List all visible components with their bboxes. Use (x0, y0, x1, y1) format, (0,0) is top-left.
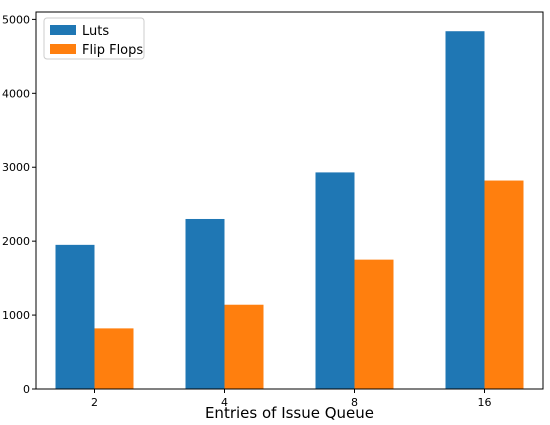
bar-luts-4 (185, 218, 225, 389)
x-tick-label: 16 (478, 396, 492, 409)
bars-layer (55, 31, 524, 390)
bar-luts-16 (445, 31, 485, 390)
bar-luts-8 (315, 172, 355, 389)
y-tick-label: 5000 (2, 13, 30, 26)
bar-luts-2 (55, 244, 95, 389)
bar-flip-flops-2 (94, 328, 134, 389)
y-tick-label: 0 (23, 383, 30, 396)
x-axis-title: Entries of Issue Queue (205, 404, 374, 422)
legend-swatch-luts (50, 25, 76, 35)
y-tick-label: 2000 (2, 235, 30, 248)
ticks-layer: 2 4 8 16 0 1000 2000 3000 4000 5000 (2, 13, 492, 409)
plot-frame (35, 11, 544, 390)
legend-label-flip-flops: Flip Flops (82, 43, 143, 58)
y-tick-label: 4000 (2, 87, 30, 100)
x-tick-label: 2 (91, 396, 98, 409)
bar-flip-flops-16 (484, 180, 524, 389)
y-tick-label: 3000 (2, 161, 30, 174)
x-tick-label: 8 (351, 396, 358, 409)
legend: Luts Flip Flops (43, 17, 145, 60)
bar-flip-flops-8 (354, 259, 394, 389)
legend-swatch-flip-flops (50, 44, 76, 54)
y-tick-label: 1000 (2, 309, 30, 322)
x-tick-label: 4 (221, 396, 228, 409)
legend-label-luts: Luts (82, 24, 109, 39)
bar-flip-flops-4 (224, 304, 264, 389)
